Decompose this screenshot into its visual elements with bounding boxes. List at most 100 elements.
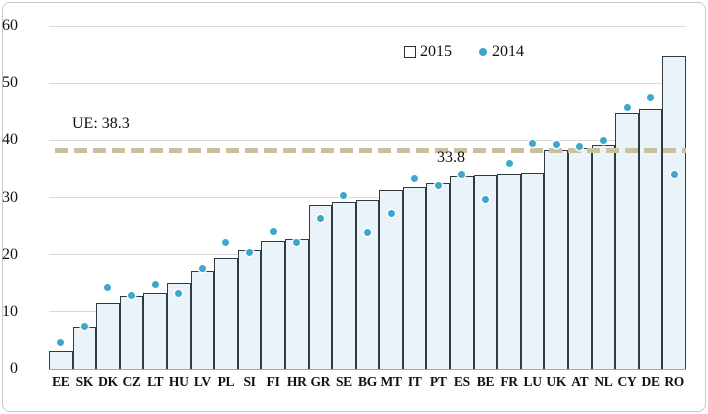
plot-area: 0 10 20 30 40 50 60	[2, 18, 686, 377]
bar-DE	[638, 109, 663, 369]
x-label-SK: SK	[75, 374, 94, 389]
y-tick-label-10: 10	[2, 302, 18, 320]
legend-2015-square-icon	[404, 46, 416, 58]
x-label-CY: CY	[617, 374, 637, 389]
dot-CY	[623, 104, 631, 112]
dot-BE	[481, 195, 489, 203]
y-tick-label-30: 30	[2, 188, 18, 206]
dot-UK	[552, 140, 560, 148]
bar-LU	[520, 172, 545, 369]
y-tick-label-0: 0	[10, 360, 18, 377]
dot-LT	[151, 281, 159, 289]
bar-FR	[497, 174, 521, 369]
bar-BG	[355, 200, 380, 369]
y-tick-label-60: 60	[2, 17, 18, 34]
bar-CY	[615, 112, 639, 369]
dot-AT	[576, 143, 584, 151]
dot-SK	[80, 322, 88, 330]
bar-SI	[237, 250, 262, 369]
dot-PT	[434, 181, 442, 189]
legend: 2015 2014	[404, 43, 524, 61]
dot-PL	[222, 239, 230, 247]
x-label-ES: ES	[453, 374, 470, 389]
x-label-IT: IT	[407, 374, 422, 389]
dot-FR	[505, 160, 513, 168]
eu-average-annotation: UE: 38.3	[72, 115, 130, 132]
dot-CZ	[128, 291, 136, 299]
x-label-UK: UK	[546, 374, 567, 389]
x-label-DK: DK	[98, 374, 118, 389]
x-label-PT: PT	[429, 374, 447, 389]
dot-HU	[175, 290, 183, 298]
gridline-50	[49, 82, 686, 84]
x-label-FI: FI	[266, 374, 280, 389]
y-tick-label-50: 50	[2, 74, 18, 92]
x-label-GR: GR	[310, 374, 331, 389]
dot-LU	[529, 140, 537, 148]
dot-IT	[411, 174, 419, 182]
x-label-HR: HR	[286, 374, 307, 389]
bar-LV	[190, 270, 215, 369]
dot-SE	[340, 191, 348, 199]
x-label-DE: DE	[641, 374, 660, 389]
x-label-RO: RO	[664, 374, 685, 389]
bar-GR	[308, 204, 333, 369]
bar-EE	[49, 350, 73, 369]
dot-BG	[364, 228, 371, 236]
dot-DK	[104, 284, 112, 292]
x-label-SE: SE	[335, 374, 352, 389]
legend-2015-label: 2015	[420, 43, 452, 60]
x-label-HU: HU	[168, 374, 189, 389]
bar-SE	[332, 201, 356, 369]
dot-GR	[316, 215, 324, 223]
bar-ES	[450, 175, 474, 369]
bar-MT	[379, 190, 403, 369]
x-label-BE: BE	[476, 374, 495, 389]
x-label-FR: FR	[500, 374, 518, 389]
dot-RO	[670, 171, 678, 179]
dot-HR	[293, 238, 301, 246]
dot-LV	[198, 265, 206, 273]
x-label-MT: MT	[380, 374, 402, 389]
dot-SI	[246, 249, 254, 257]
x-label-BG: BG	[358, 374, 377, 389]
bar-HU	[166, 282, 191, 369]
bar-UK	[544, 150, 569, 369]
bar-HR	[284, 239, 309, 369]
bar-FI	[261, 240, 285, 369]
legend-2014-dot-icon	[479, 48, 487, 56]
eu-average-reference-line	[55, 147, 686, 153]
bar-BE	[473, 174, 498, 369]
bar-PT	[426, 182, 451, 369]
legend-2014-label: 2014	[492, 43, 524, 60]
gridline-30	[49, 197, 686, 198]
es-value-annotation: 33.8	[437, 149, 465, 166]
bar-DK	[96, 303, 120, 369]
x-label-NL: NL	[594, 374, 613, 389]
bar-NL	[591, 145, 616, 369]
dot-EE	[57, 339, 65, 347]
dot-DE	[647, 93, 655, 101]
x-label-LT: LT	[147, 374, 164, 389]
dot-MT	[387, 210, 395, 217]
x-label-CZ: CZ	[122, 374, 141, 389]
x-label-AT: AT	[571, 374, 589, 389]
x-label-PL: PL	[217, 374, 235, 389]
dot-FI	[269, 227, 277, 235]
bar-IT	[402, 186, 427, 369]
bar-CZ	[119, 295, 144, 369]
x-label-SI: SI	[243, 374, 256, 389]
bar-SK	[72, 327, 97, 369]
x-label-LV: LV	[193, 374, 211, 389]
gridline-60	[49, 25, 686, 27]
dot-NL	[599, 136, 607, 144]
gridline-40	[49, 139, 686, 141]
x-axis-line	[49, 369, 686, 370]
bar-LT	[143, 292, 167, 369]
y-tick-label-40: 40	[2, 131, 18, 149]
x-label-LU: LU	[523, 374, 542, 389]
bar-RO	[662, 55, 686, 369]
y-tick-label-20: 20	[2, 245, 18, 263]
bar-AT	[568, 147, 592, 369]
